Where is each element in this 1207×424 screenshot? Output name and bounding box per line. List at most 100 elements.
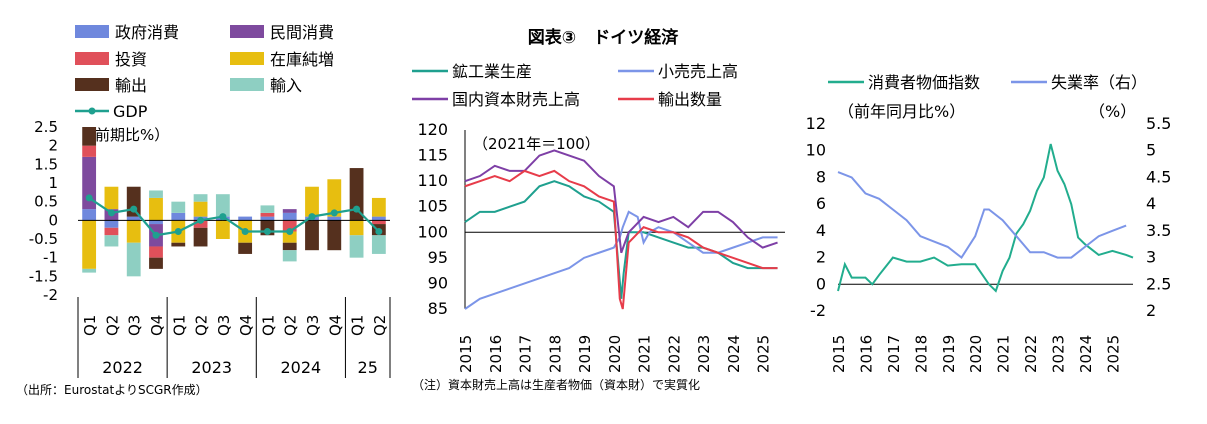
gdp-point: [241, 228, 249, 236]
bar-segment: [282, 220, 297, 232]
bar-segment: [305, 186, 319, 217]
bar-segment: [82, 156, 97, 210]
figure-title: 図表③ ドイツ経済: [528, 27, 679, 48]
legend-swatch: [230, 52, 264, 65]
legend-swatch: [88, 107, 96, 115]
x-tick-label: 2025: [755, 335, 773, 373]
x-tick-label: 2019: [940, 335, 958, 373]
bar-segment: [149, 246, 163, 258]
y-tick-label: 2.5: [34, 118, 58, 136]
legend-label: 消費者物価指数: [868, 73, 980, 92]
bar-segment: [327, 220, 342, 251]
x-tick-label: 2015: [457, 335, 475, 373]
bar-segment: [282, 231, 297, 243]
x-tick-label: 2020: [967, 335, 985, 373]
y-tick-label-right: 3: [1146, 248, 1156, 267]
x-tick-label: 2018: [546, 335, 564, 373]
x-tick-label: Q4: [237, 315, 255, 336]
bar-segment: [149, 220, 163, 225]
legend-swatch: [230, 78, 264, 91]
bar-segment: [171, 201, 186, 213]
legend-label: 政府消費: [115, 23, 179, 42]
bar-segment: [82, 268, 97, 273]
y-tick-label: -1.5: [29, 267, 58, 285]
year-label: 25: [358, 358, 378, 377]
legend-label: 民間消費: [270, 23, 334, 42]
y-tick-label: 105: [417, 197, 448, 216]
bar-segment: [371, 197, 386, 217]
bar-segment: [282, 242, 297, 251]
x-tick-label: 2017: [885, 335, 903, 373]
gdp-point: [263, 228, 271, 236]
year-label: 2023: [191, 358, 232, 377]
x-tick-label: 2024: [1077, 335, 1095, 373]
x-tick-label: 2017: [517, 335, 535, 373]
y-tick-label: 85: [428, 299, 448, 318]
bar-segment: [149, 197, 163, 221]
y-tick-label-right: 5.5: [1146, 114, 1171, 133]
y-tick-label: 0: [48, 211, 58, 229]
bar-segment: [238, 242, 253, 254]
y-tick-label-left: 2: [816, 248, 826, 267]
gdp-point: [174, 228, 182, 236]
gdp-point: [85, 194, 93, 202]
bar-segment: [193, 227, 208, 247]
bar-segment: [126, 216, 141, 221]
y-tick-label: 110: [417, 171, 448, 190]
y-tick-label-right: 3.5: [1146, 221, 1171, 240]
x-tick-label: 2025: [1104, 335, 1122, 373]
legend-swatch: [75, 52, 109, 65]
x-tick-label: 2021: [995, 335, 1013, 373]
year-label: 2022: [102, 358, 143, 377]
x-tick-label: 2022: [1022, 335, 1040, 373]
legend-label: 輸入: [270, 76, 302, 95]
y-tick-label-left: 10: [806, 141, 826, 160]
legend-label: 輸出: [115, 76, 147, 95]
y-tick-label: -2: [43, 286, 58, 304]
x-tick-label: Q1: [81, 315, 99, 336]
x-tick-label: 2023: [1050, 335, 1068, 373]
bar-segment: [260, 205, 275, 213]
year-label: 2024: [280, 358, 321, 377]
cpi-unemployment-chart: 消費者物価指数 失業率（右） （前年同月比%） （%） 12 10 8 6 4 2 0 -2 5.5 5 4…: [806, 73, 1172, 373]
bar-segment: [327, 216, 342, 221]
x-tick-label: 2016: [487, 335, 505, 373]
y-tick-label-right: 2.5: [1146, 274, 1171, 293]
x-tick-label: Q1: [170, 315, 188, 336]
bar-segment: [82, 145, 97, 157]
bar-segment: [149, 257, 163, 269]
bar-segment: [327, 179, 342, 217]
x-tick-label: Q4: [326, 315, 344, 336]
series-line: [837, 171, 1127, 260]
x-tick-label: 2021: [636, 335, 654, 373]
legend-label: 投資: [115, 50, 147, 69]
legend-label: 失業率（右）: [1051, 73, 1147, 92]
series-line: [464, 149, 778, 254]
x-tick-label: Q1: [259, 315, 277, 336]
y-tick-label: 95: [428, 248, 448, 267]
y-tick-label-left: 0: [816, 274, 826, 293]
y-tick-label: 1: [48, 174, 58, 192]
y-tick-label: 120: [417, 120, 448, 139]
bar-segment: [193, 194, 208, 202]
gdp-point: [130, 205, 138, 213]
bar-segment: [171, 212, 186, 221]
legend-swatch: [230, 25, 264, 38]
source-note: （出所：EurostatよりSCGR作成）: [16, 383, 208, 397]
x-tick-label: 2015: [830, 335, 848, 373]
y-axis-label-right: （%）: [1089, 102, 1136, 121]
y-tick-label: 1.5: [34, 155, 58, 173]
y-tick-label: -1: [43, 249, 58, 267]
x-tick-label: 2023: [695, 335, 713, 373]
y-tick-label-left: -2: [810, 301, 826, 320]
gdp-point: [375, 228, 383, 236]
y-tick-label: 2: [48, 137, 58, 155]
x-tick-label: 2018: [912, 335, 930, 373]
bar-segment: [104, 227, 119, 236]
x-tick-label: 2019: [576, 335, 594, 373]
series-line: [464, 180, 778, 299]
bar-segment: [371, 220, 386, 225]
